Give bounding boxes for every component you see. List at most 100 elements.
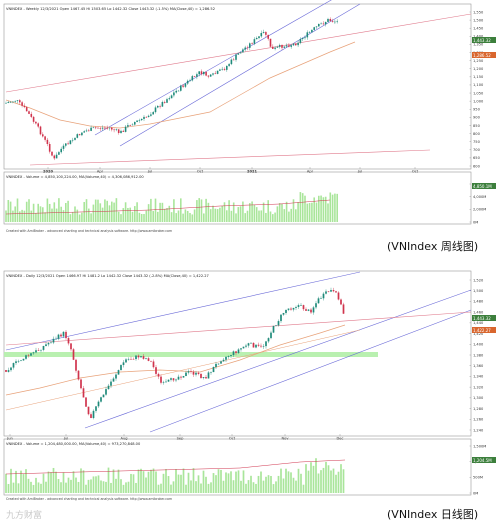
weekly-candle <box>143 116 145 119</box>
daily-price-axis-label: 1,380 <box>473 353 484 357</box>
daily-price-axis-label: 1,500 <box>473 289 484 293</box>
weekly-volume-bar <box>44 212 46 222</box>
weekly-volume-bar <box>274 212 276 222</box>
weekly-candle <box>12 101 14 103</box>
daily-candle <box>267 338 270 342</box>
daily-candle <box>187 371 190 373</box>
daily-caption: (VNIndex 日线图) <box>387 508 479 521</box>
weekly-candle <box>318 23 320 27</box>
daily-ma-badge: 1,422.27 <box>472 327 496 333</box>
weekly-candle <box>226 65 228 70</box>
daily-volume-bar <box>315 458 317 493</box>
weekly-candle <box>44 136 46 140</box>
daily-candle <box>157 373 160 377</box>
daily-candle <box>45 344 47 347</box>
daily-volume-bar <box>92 476 95 493</box>
weekly-candle <box>88 130 90 132</box>
daily-candle <box>185 372 187 376</box>
weekly-volume-bar <box>28 199 30 222</box>
weekly-candle <box>104 127 106 129</box>
weekly-candle <box>83 131 85 133</box>
weekly-candle <box>9 101 12 103</box>
daily-candle <box>145 358 147 359</box>
weekly-volume-bar <box>62 210 65 222</box>
weekly-candle <box>205 71 207 76</box>
weekly-price-axis-label: 1,250 <box>473 59 484 63</box>
weekly-candle <box>51 151 53 156</box>
weekly-volume-bar <box>60 206 62 222</box>
weekly-candle <box>81 132 83 136</box>
weekly-candle <box>85 130 88 132</box>
daily-candle <box>207 372 210 379</box>
daily-volume-bar <box>67 477 70 493</box>
daily-volume-bar <box>330 470 332 493</box>
weekly-time-axis-label: Oct <box>197 170 204 174</box>
weekly-candle <box>21 102 23 106</box>
weekly-candle <box>239 52 242 54</box>
weekly-volume-bar <box>23 210 26 222</box>
daily-candle <box>265 341 267 347</box>
weekly-price-axis-label: 1,150 <box>473 75 484 79</box>
daily-channel-middle <box>84 289 472 429</box>
weekly-candle <box>304 37 306 39</box>
weekly-volume-bar <box>239 206 242 222</box>
weekly-time-axis-label: Apr <box>307 170 314 174</box>
daily-volume-bar <box>127 481 130 493</box>
weekly-candle <box>101 127 104 129</box>
daily-volume-bar <box>75 477 77 493</box>
weekly-volume-bar <box>265 212 267 222</box>
weekly-price-axis-label: 650 <box>473 156 481 160</box>
daily-candle <box>95 406 97 411</box>
weekly-volume-bar <box>281 203 283 222</box>
daily-candle <box>210 372 212 373</box>
daily-candle <box>242 346 245 349</box>
daily-candle <box>27 355 30 356</box>
daily-volume-bar <box>142 471 145 493</box>
daily-candle <box>107 385 110 390</box>
daily-footer: Created with AmiBroker - advanced charti… <box>6 497 172 501</box>
weekly-volume-bar <box>249 203 251 222</box>
weekly-candle <box>301 38 304 40</box>
daily-volume-bar <box>337 471 340 493</box>
weekly-price-axis-label: 700 <box>473 148 481 152</box>
weekly-price-axis-label: 750 <box>473 140 481 144</box>
daily-volume-bar <box>90 479 92 493</box>
weekly-candle <box>170 95 173 99</box>
daily-candle <box>102 394 105 398</box>
daily-candle <box>112 378 115 382</box>
weekly-candle <box>258 36 260 39</box>
weekly-candle <box>186 80 189 84</box>
daily-candle <box>162 382 165 383</box>
daily-candle <box>92 410 95 419</box>
weekly-volume-bar <box>290 208 292 222</box>
weekly-volume-bar <box>196 200 198 222</box>
daily-candle <box>105 389 107 395</box>
weekly-price-axis: 1,5501,5001,4501,4001,3501,3001,2501,200… <box>469 10 484 168</box>
daily-volume-bar <box>302 484 305 493</box>
weekly-candle <box>163 102 166 103</box>
weekly-candle <box>113 129 115 131</box>
weekly-volume-bars <box>5 192 338 222</box>
weekly-candle <box>42 134 44 137</box>
weekly-volume-bar <box>315 202 318 222</box>
daily-candle <box>90 414 92 419</box>
daily-volume-bar <box>322 467 325 493</box>
weekly-volume-bar <box>67 200 69 222</box>
daily-time-axis-label: Dec <box>337 437 344 441</box>
weekly-volume-axis-label: 2,000M <box>473 208 486 212</box>
daily-trendlines <box>5 271 472 433</box>
daily-volume-bars <box>5 458 346 493</box>
daily-volume-bar <box>170 484 172 493</box>
weekly-volume-bar <box>170 212 173 222</box>
daily-price-axis-label: 1,440 <box>473 321 484 325</box>
daily-volume-bar <box>172 481 175 493</box>
weekly-candle <box>97 127 99 129</box>
weekly-volume-bar <box>150 198 152 222</box>
weekly-price-axis-label: 1,400 <box>473 35 484 39</box>
weekly-candle <box>150 114 152 116</box>
weekly-candle <box>131 124 134 126</box>
weekly-volume-bar <box>99 203 102 222</box>
daily-candle <box>340 299 342 305</box>
daily-volume-bar <box>47 471 50 493</box>
